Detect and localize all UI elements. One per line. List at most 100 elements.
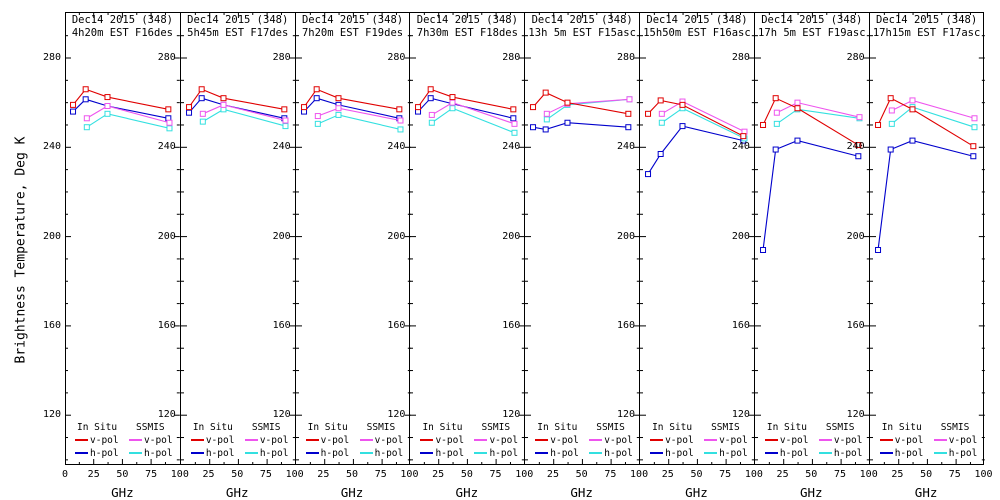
legend-in-situ-h-pol-label: h-pol [320, 448, 350, 459]
legend-in-situ-header: In Situ [307, 422, 348, 433]
legend-ssmis-v-pol-label: v-pol [948, 435, 978, 446]
data-point-marker [887, 95, 894, 102]
y-tick-label: 200 [502, 230, 521, 242]
x-tick-label: 25 [891, 469, 904, 480]
legend-ssmis-v-pol-label: v-pol [604, 435, 633, 446]
data-point-marker [82, 96, 89, 103]
y-tick-label: 240 [157, 141, 176, 153]
panel-6: Dec14 2015 (348) 15h50m EST F16asc In Situ… [639, 12, 755, 465]
legend-in-situ-v-pol-label: v-pol [779, 435, 809, 446]
y-tick-label: 200 [846, 230, 865, 242]
data-point-marker [429, 119, 436, 126]
legend-in-situ-h-pol-swatch [190, 452, 204, 454]
x-tick-label: 75 [833, 469, 847, 480]
data-point-marker [645, 171, 652, 178]
legend-in-situ-h-pol-label: h-pol [779, 448, 809, 459]
data-point-marker [429, 111, 436, 118]
legend-in-situ-h-pol-swatch [535, 452, 549, 454]
y-tick-label: 280 [731, 52, 750, 63]
legend-ssmis-header: SSMIS [940, 422, 970, 433]
data-point-marker [300, 104, 307, 111]
data-point-marker [185, 109, 192, 116]
y-tick-label: 120 [731, 409, 750, 421]
x-tick-label: 75 [719, 469, 732, 480]
series-in-situ-v-pol [415, 86, 517, 113]
panel-title: Dec14 2015 (348) [301, 14, 404, 26]
series-in-situ-v-pol [759, 95, 862, 149]
data-point-marker [199, 110, 206, 117]
series-in-situ-v-pol [874, 95, 977, 150]
legend-in-situ-header: In Situ [881, 422, 922, 433]
data-point-marker [970, 143, 977, 150]
data-point-marker [83, 115, 90, 122]
x-tick-label: 100 [744, 469, 763, 480]
legend-in-situ-header: In Situ [537, 422, 578, 433]
y-tick-label: 240 [617, 141, 636, 153]
data-point-marker [449, 94, 456, 101]
legend-ssmis-header: SSMIS [825, 422, 855, 433]
series-in-situ-v-pol [645, 97, 747, 140]
data-point-marker [772, 95, 779, 102]
data-point-marker [199, 118, 206, 125]
x-tick-label: 75 [948, 469, 961, 480]
data-point-marker [679, 123, 686, 130]
data-point-marker [970, 153, 977, 160]
x-tick-label: 100 [859, 469, 878, 480]
data-point-marker [282, 123, 289, 130]
panel-title: Dec14 2015 (348) [531, 14, 633, 26]
y-tick-label: 160 [617, 319, 636, 331]
data-point-marker [544, 116, 551, 123]
data-point-marker [542, 126, 549, 133]
y-tick-label: 120 [42, 409, 61, 421]
panel-subtitle: 15h50m EST F16asc [643, 27, 751, 39]
x-axis-title: GHz [225, 485, 249, 500]
series-in-situ-v-pol [185, 86, 288, 113]
x-tick-label: 25 [87, 469, 100, 480]
panel-subtitle: 7h30m EST F18des [416, 27, 518, 39]
data-point-marker [971, 115, 978, 122]
data-point-marker [313, 95, 320, 102]
data-point-marker [314, 120, 321, 127]
legend-in-situ-v-pol-label: v-pol [435, 435, 465, 446]
data-point-marker [282, 117, 289, 124]
data-point-marker [772, 146, 779, 153]
series-in-situ-h-pol [645, 123, 747, 178]
data-point-marker [530, 124, 537, 131]
data-point-marker [395, 106, 402, 113]
legend-in-situ-v-pol-swatch [75, 439, 88, 441]
y-tick-label: 280 [272, 52, 291, 63]
x-tick-label: 100 [515, 469, 534, 480]
x-tick-label: 50 [920, 469, 933, 480]
data-point-marker [511, 129, 518, 136]
x-tick-label: 25 [202, 469, 215, 480]
x-tick-label: 100 [630, 469, 649, 480]
y-tick-label: 160 [731, 319, 750, 331]
data-point-marker [415, 104, 422, 111]
series-ssmis-h-pol [83, 110, 173, 132]
y-tick-label: 280 [617, 52, 636, 63]
series-ssmis-v-pol [773, 99, 863, 121]
legend-in-situ-h-pol-swatch [650, 452, 664, 454]
series-ssmis-h-pol [888, 104, 978, 131]
data-point-marker [220, 95, 227, 102]
data-point-marker [428, 95, 435, 102]
legend-in-situ-v-pol-label: v-pol [550, 435, 579, 446]
data-point-marker [773, 120, 780, 127]
data-point-marker [679, 101, 686, 108]
x-tick-label: 25 [432, 469, 445, 480]
series-ssmis-v-pol [314, 105, 404, 124]
series-ssmis-v-pol [83, 102, 173, 126]
data-point-marker [971, 124, 978, 131]
x-tick-label: 50 [346, 469, 359, 480]
y-tick-label: 240 [42, 141, 61, 153]
x-tick-label: 75 [489, 469, 502, 480]
data-point-marker [335, 105, 342, 112]
x-axis-title: GHz [111, 485, 134, 500]
legend-ssmis-h-pol-swatch [359, 452, 373, 454]
data-point-marker [645, 110, 652, 117]
legend-ssmis-h-pol-swatch [704, 452, 718, 454]
panel-subtitle: 17h 5m EST F19asc [758, 27, 866, 39]
panel-5: Dec14 2015 (348) 13h 5m EST F15asc In Situ… [524, 12, 641, 465]
legend-in-situ-v-pol-swatch [650, 439, 664, 441]
